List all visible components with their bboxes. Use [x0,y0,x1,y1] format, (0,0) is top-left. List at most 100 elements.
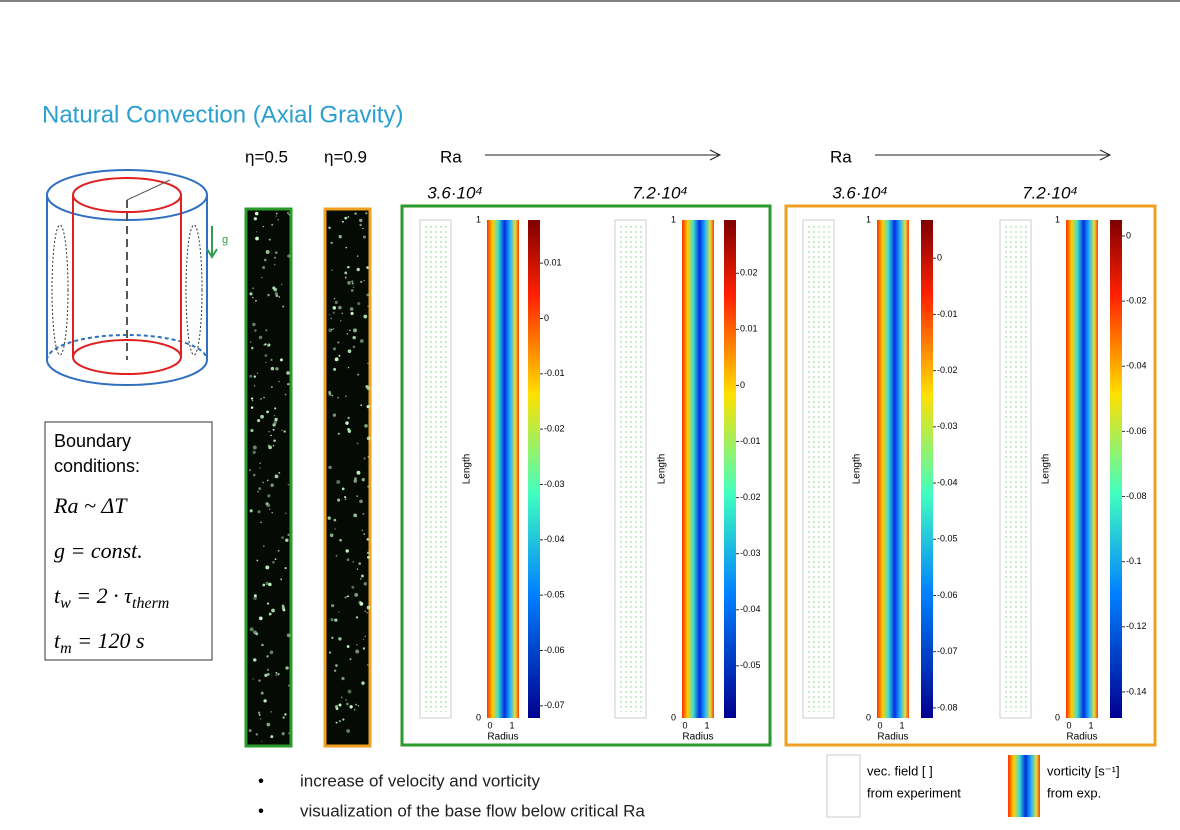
particle [339,720,341,722]
particle [260,718,261,719]
particle [341,697,343,699]
particle [367,436,371,440]
particle [255,212,259,216]
legend: vec. field [ ] from experiment vorticity… [827,755,1120,817]
particle [342,221,344,223]
particle [266,723,270,727]
particle [274,415,275,416]
particle [265,362,266,363]
gravity-label: g [222,234,228,246]
y-tick-label: 0 [1055,712,1060,722]
experiment-image [246,209,291,746]
particle [271,512,273,514]
particle [328,328,332,332]
particle [366,538,369,541]
particle [354,477,357,480]
particle [274,407,276,409]
y-tick-label: 0 [671,712,676,722]
x-tick-label: 0 [877,720,882,730]
particle [354,212,357,215]
particle [348,349,352,353]
colorbar-tick-label: -0.07 [544,700,565,710]
particle [333,306,336,309]
particle [355,704,357,706]
particle [367,664,368,665]
particle [329,652,331,654]
particle [335,705,338,708]
vorticity-field [1066,220,1098,718]
particle [346,729,350,733]
particle [344,272,347,275]
particle [333,347,336,350]
particle [334,528,335,529]
particle [251,347,254,350]
particle [280,578,282,580]
particle [259,467,260,468]
y-tick-label: 1 [866,214,871,224]
legend-text: from exp. [1047,785,1101,800]
particle [352,561,354,563]
y-tick-label: 1 [1055,214,1060,224]
particle [336,480,340,484]
x-axis-label: Radius [877,732,908,743]
particle [331,637,333,639]
particle [364,424,368,428]
particle [357,268,360,271]
particle [254,594,257,597]
slide-title: Natural Convection (Axial Gravity) [42,101,403,128]
particle [271,224,273,226]
particle [354,709,355,710]
particle [331,269,333,271]
particle [353,513,357,517]
particle [254,329,256,331]
particle [263,545,264,546]
particle [282,606,285,609]
particle [366,293,369,296]
legend-vorticity-icon [1008,755,1040,817]
particle [366,612,367,613]
particle [267,494,270,497]
particle [256,560,258,562]
particle [271,367,274,370]
particle [350,705,353,708]
particle [271,386,273,388]
particle [276,215,277,216]
particle [345,699,347,701]
particle [345,498,347,500]
particle [362,228,363,229]
particle [252,287,254,289]
colorbar [528,220,540,718]
particle [257,372,258,373]
particle [356,616,359,619]
bullet-text: visualization of the base flow below cri… [300,801,645,820]
particle [281,536,284,539]
bullet-text: increase of velocity and vorticity [300,771,540,790]
particle [270,435,272,437]
formula-part: = 2 · τ [71,583,133,608]
particle [342,718,344,720]
colorbar-tick-label: -0.03 [740,548,761,558]
particle [334,519,337,522]
colorbar-tick-label: -0.03 [544,479,565,489]
colorbar-tick-label: -0.06 [1126,426,1147,436]
particle [339,704,342,707]
particle [346,702,349,705]
particle [344,596,346,598]
particle [262,584,265,587]
particle [266,411,269,414]
particle [330,533,334,537]
particle [264,674,267,677]
particle [348,367,349,368]
particle [253,474,255,476]
particle [278,472,280,474]
particle [249,292,252,295]
particle [261,692,264,695]
particle [253,446,257,450]
colorbar-tick-label: 0 [937,253,942,263]
colorbar-tick-label: -0.05 [937,534,958,544]
colorbar-tick-label: -0.02 [1126,295,1147,305]
particle [335,357,339,361]
particle [288,685,290,687]
particle [347,281,351,285]
particle [359,224,362,227]
